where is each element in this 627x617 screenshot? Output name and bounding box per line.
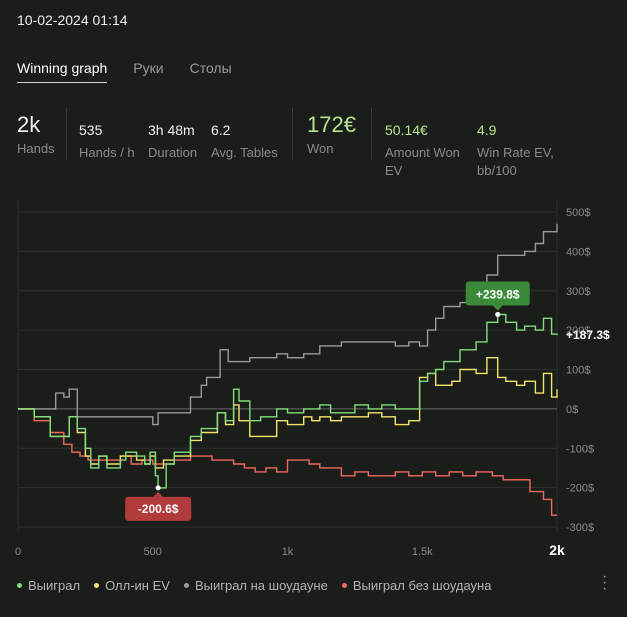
series-line-1 bbox=[18, 357, 558, 469]
legend-label-won: Выиграл bbox=[28, 578, 81, 593]
y-tick-label: 500$ bbox=[566, 207, 590, 219]
y-tick-label: 200$ bbox=[566, 325, 590, 337]
stat-win-rate-ev-value: 4.9 bbox=[477, 122, 497, 138]
tab-hands[interactable]: Руки bbox=[133, 60, 164, 76]
y-tick-label: 0$ bbox=[566, 404, 578, 416]
legend-item-non-showdown[interactable]: Выиграл без шоудауна bbox=[341, 578, 492, 593]
session-datetime: 10-02-2024 01:14 bbox=[17, 12, 128, 28]
max-badge bbox=[465, 281, 530, 306]
legend-dot-won bbox=[17, 583, 22, 588]
y-tick-label: 300$ bbox=[566, 286, 590, 298]
legend-dot-showdown bbox=[183, 583, 189, 588]
legend-item-showdown[interactable]: Выиграл на шоудауне bbox=[183, 578, 328, 593]
x-tick-label: 0 bbox=[15, 546, 21, 558]
stat-won-value: 172€ bbox=[307, 112, 356, 137]
chart-legend: Выиграл Олл-ин EV Выиграл на шоудауне Вы… bbox=[17, 578, 505, 593]
stat-duration-value: 3h 48m bbox=[148, 122, 195, 138]
x-tick-label: 2k bbox=[549, 542, 565, 558]
stat-win-rate-ev-label: Win Rate EV, bb/100 bbox=[477, 145, 554, 178]
x-axis-ticks: 0 500 1k 1.5k 2k bbox=[15, 542, 565, 558]
stat-hands-per-hour: 535 Hands / h bbox=[79, 122, 135, 162]
stat-avg-tables-value: 6.2 bbox=[211, 122, 231, 138]
stat-win-rate-ev: 4.9 Win Rate EV, bb/100 bbox=[477, 122, 557, 180]
divider bbox=[292, 108, 293, 160]
y-axis-ticks: 500$ 400$ 300$ 200$ 100$ 0$ -100$ -200$ -300$ bbox=[566, 207, 594, 534]
legend-item-won[interactable]: Выиграл bbox=[17, 578, 80, 593]
chart-grid bbox=[17, 200, 558, 531]
y-tick-label: -200$ bbox=[566, 483, 594, 495]
stat-duration-label: Duration bbox=[148, 145, 198, 160]
stat-hands-label: Hands bbox=[17, 141, 55, 156]
y-tick-label: -100$ bbox=[566, 443, 594, 455]
stat-won: 172€ Won bbox=[307, 112, 356, 158]
series-line-0 bbox=[18, 313, 558, 489]
more-vertical-icon[interactable]: · · · bbox=[602, 568, 608, 597]
min-badge-label: -200.6$ bbox=[138, 502, 179, 516]
legend-label-allin-ev: Олл-ин EV bbox=[105, 578, 170, 593]
series-line-3 bbox=[18, 408, 557, 516]
stats-panel: 2k Hands 535 Hands / h 3h 48m Duration 6… bbox=[0, 108, 627, 178]
last-value-label: +187.3$ bbox=[566, 328, 610, 342]
chart-annotations: +239.8$ -200.6$ +187.3$ bbox=[125, 281, 610, 521]
stat-hands: 2k Hands bbox=[17, 112, 55, 158]
max-badge-pointer bbox=[492, 305, 503, 311]
legend-dot-allin-ev bbox=[94, 583, 100, 588]
min-badge-pointer bbox=[153, 491, 164, 497]
stat-hands-per-hour-value: 535 bbox=[79, 122, 103, 138]
tab-winning-graph[interactable]: Winning graph bbox=[17, 60, 108, 83]
y-tick-label: 100$ bbox=[566, 365, 590, 377]
max-point-marker bbox=[495, 311, 501, 317]
legend-dot-non-showdown bbox=[341, 583, 347, 588]
y-tick-label: -300$ bbox=[566, 522, 594, 534]
tab-bar: Winning graph Руки Столы bbox=[17, 60, 258, 83]
legend-item-allin-ev[interactable]: Олл-ин EV bbox=[94, 578, 170, 593]
series-line-2 bbox=[18, 223, 558, 426]
stat-duration: 3h 48m Duration bbox=[148, 122, 197, 162]
legend-label-non-showdown: Выиграл без шоудауна bbox=[352, 578, 492, 593]
min-point-marker bbox=[155, 485, 161, 491]
divider bbox=[371, 108, 372, 160]
divider bbox=[66, 108, 67, 160]
stat-amount-won-ev-value: 50.14€ bbox=[385, 122, 428, 138]
stat-avg-tables-label: Avg. Tables bbox=[211, 145, 278, 160]
stat-avg-tables: 6.2 Avg. Tables bbox=[211, 122, 278, 162]
max-badge-label: +239.8$ bbox=[476, 287, 520, 301]
x-tick-label: 1.5k bbox=[412, 546, 433, 558]
tab-tables[interactable]: Столы bbox=[189, 60, 232, 76]
stat-hands-value: 2k bbox=[17, 112, 41, 137]
y-tick-label: 400$ bbox=[566, 246, 590, 258]
min-badge bbox=[125, 496, 192, 521]
x-tick-label: 500 bbox=[144, 546, 162, 558]
stat-amount-won-ev-label: Amount Won EV bbox=[385, 145, 460, 178]
stat-won-label: Won bbox=[307, 141, 334, 156]
stat-hands-per-hour-label: Hands / h bbox=[79, 145, 135, 160]
winning-graph-chart[interactable]: 500$ 400$ 300$ 200$ 100$ 0$ -100$ -200$ -300$ 0 5… bbox=[0, 198, 627, 570]
legend-label-showdown: Выиграл на шоудауне bbox=[194, 578, 328, 593]
stat-amount-won-ev: 50.14€ Amount Won EV bbox=[385, 122, 471, 180]
x-tick-label: 1k bbox=[282, 546, 294, 558]
